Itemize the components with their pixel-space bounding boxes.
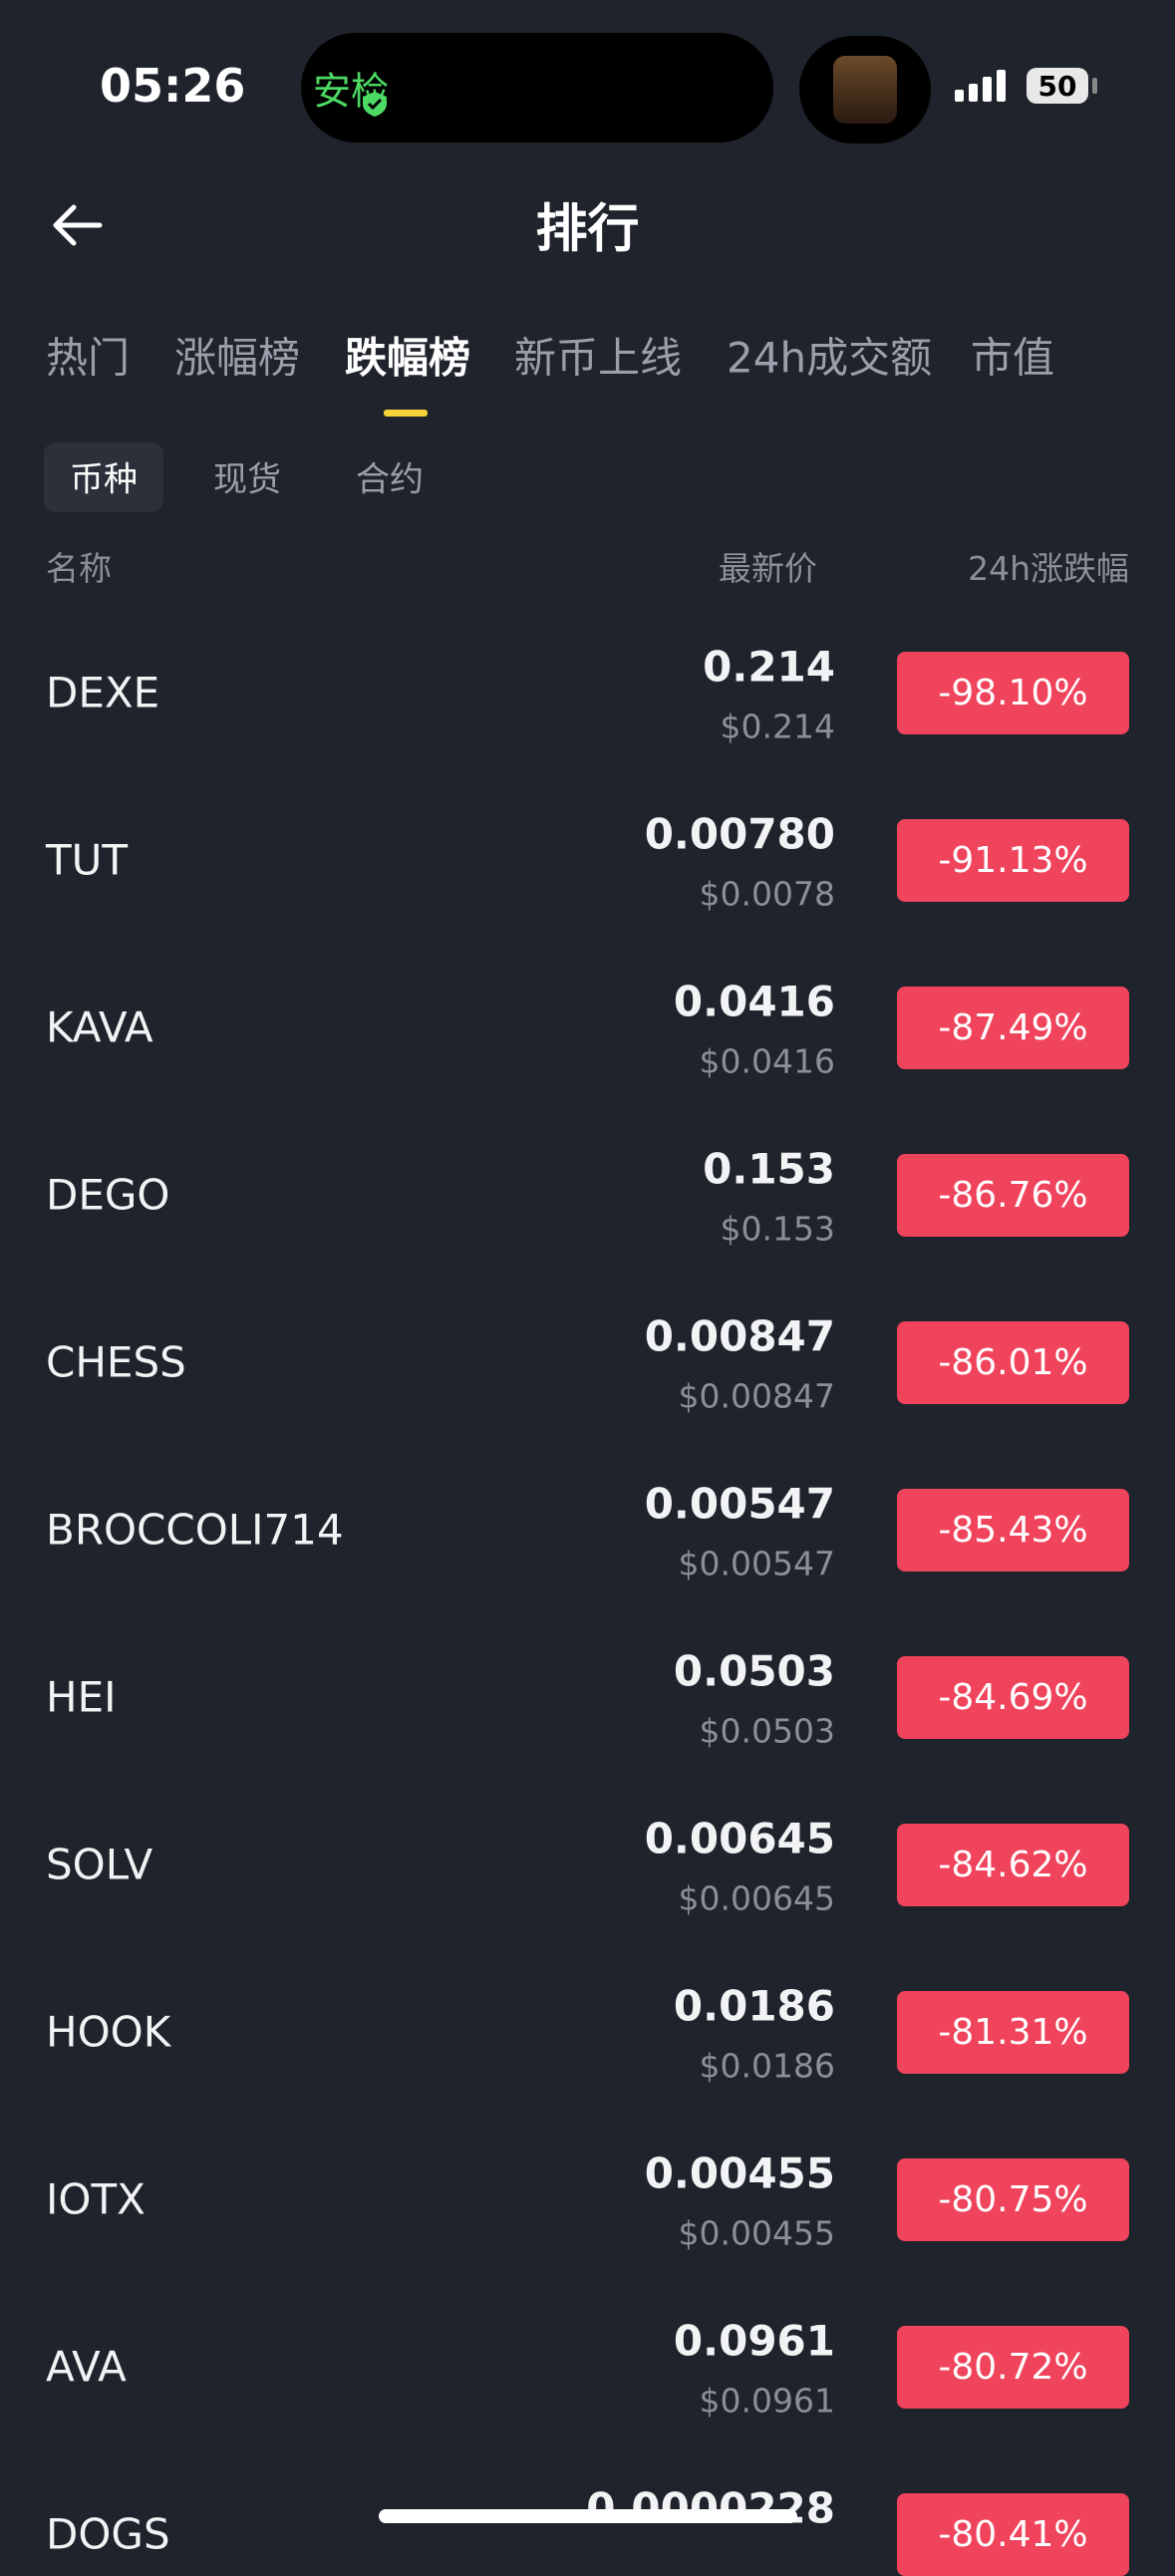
- shield-icon: [363, 92, 387, 117]
- battery-tip: [1092, 78, 1097, 94]
- coin-name[interactable]: HOOK: [46, 2007, 171, 2057]
- coin-name[interactable]: BROCCOLI714: [46, 1505, 344, 1555]
- subtab[interactable]: 币种: [70, 459, 138, 500]
- coin-price: 0.0186: [673, 1981, 835, 2031]
- status-time: 05:26: [100, 59, 246, 113]
- coin-usd-price: $0.0503: [699, 1711, 835, 1751]
- signal-icon: [955, 70, 1006, 102]
- dynamic-island: 安检: [301, 33, 773, 143]
- coin-usd-price: $0.00847: [678, 1376, 835, 1416]
- coin-usd-price: $0.00547: [678, 1544, 835, 1583]
- coin-price: 0.153: [703, 1144, 835, 1194]
- change-badge: -86.01%: [897, 1321, 1129, 1404]
- column-header: 名称: [46, 549, 112, 588]
- change-badge: -84.62%: [897, 1824, 1129, 1906]
- coin-usd-price: $0.214: [720, 707, 835, 746]
- tab[interactable]: 涨幅榜: [174, 333, 301, 383]
- change-badge: -80.72%: [897, 2326, 1129, 2409]
- coin-usd-price: $0.0961: [699, 2381, 835, 2421]
- coin-usd-price: $0.0078: [699, 874, 835, 914]
- coin-name[interactable]: TUT: [46, 835, 129, 885]
- coin-usd-price: $0.00645: [678, 1878, 835, 1918]
- change-badge: -80.41%: [897, 2493, 1129, 2576]
- coin-price: 0.00847: [644, 1311, 835, 1361]
- subtab[interactable]: 现货: [213, 459, 281, 500]
- coin-usd-price: $0.0186: [699, 2046, 835, 2086]
- subtab-bg: [44, 442, 163, 512]
- change-badge: -85.43%: [897, 1489, 1129, 1572]
- coin-usd-price: $0.153: [720, 1209, 835, 1249]
- change-badge: -81.31%: [897, 1991, 1129, 2074]
- coin-name[interactable]: DEGO: [46, 1170, 170, 1220]
- coin-name[interactable]: KAVA: [46, 1002, 153, 1052]
- coin-name[interactable]: IOTX: [46, 2174, 146, 2224]
- change-badge: -98.10%: [897, 652, 1129, 734]
- tab[interactable]: 热门: [46, 333, 131, 383]
- coin-price: 0.0000228: [586, 2483, 835, 2533]
- page-title: 排行: [535, 199, 640, 260]
- coin-price: 0.0503: [673, 1646, 835, 1696]
- column-header: 最新价: [719, 549, 817, 588]
- coin-name[interactable]: DEXE: [46, 668, 160, 717]
- coin-usd-price: $0.00455: [678, 2213, 835, 2253]
- tab-underline: [384, 410, 428, 417]
- tab[interactable]: 跌幅榜: [345, 333, 471, 383]
- tab[interactable]: 市值: [971, 333, 1055, 383]
- tab[interactable]: 24h成交额: [727, 333, 933, 383]
- coin-price: 0.00547: [644, 1479, 835, 1529]
- back-button[interactable]: [52, 203, 104, 247]
- coin-price: 0.0416: [673, 977, 835, 1026]
- coin-price: 0.214: [703, 642, 835, 692]
- change-badge: -86.76%: [897, 1154, 1129, 1237]
- battery: 50: [1027, 68, 1088, 104]
- coin-price: 0.00780: [644, 809, 835, 859]
- change-badge: -84.69%: [897, 1656, 1129, 1739]
- coin-usd-price: $0.0416: [699, 1041, 835, 1081]
- coin-price: 0.00455: [644, 2148, 835, 2198]
- home-indicator: [379, 2509, 797, 2523]
- change-badge: -80.75%: [897, 2158, 1129, 2241]
- change-badge: -87.49%: [897, 987, 1129, 1069]
- coin-price: 0.0961: [673, 2316, 835, 2366]
- coin-price: 0.00645: [644, 1814, 835, 1863]
- subtab[interactable]: 合约: [356, 459, 424, 500]
- coin-name[interactable]: SOLV: [46, 1840, 153, 1889]
- app-pill: [799, 36, 931, 143]
- coin-name[interactable]: HEI: [46, 1672, 117, 1722]
- coin-name[interactable]: AVA: [46, 2342, 127, 2392]
- app-icon: [833, 56, 897, 124]
- tab[interactable]: 新币上线: [514, 333, 683, 383]
- coin-name[interactable]: CHESS: [46, 1337, 186, 1387]
- column-header: 24h涨跌幅: [968, 549, 1129, 588]
- coin-name[interactable]: DOGS: [46, 2509, 170, 2559]
- change-badge: -91.13%: [897, 819, 1129, 902]
